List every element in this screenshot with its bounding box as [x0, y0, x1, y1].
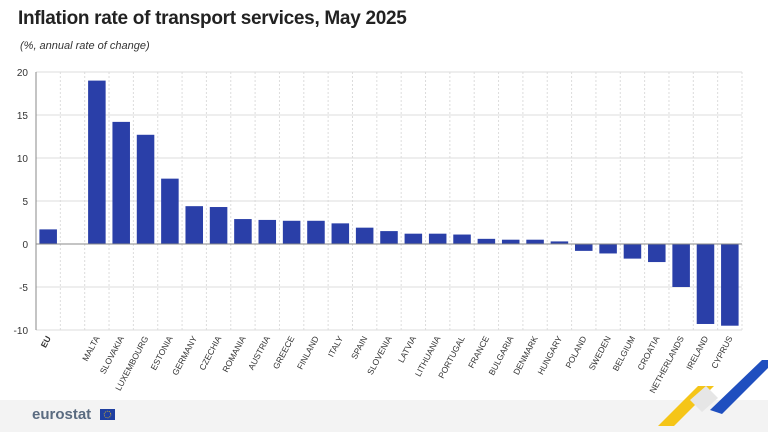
y-tick-label: 20 [17, 68, 29, 79]
y-tick-label: 10 [17, 154, 29, 165]
bar-poland [574, 244, 593, 251]
x-tick-label: EU [39, 334, 53, 349]
y-tick-label: 5 [22, 197, 28, 208]
eurostat-logo: eurostat [32, 406, 92, 423]
grey-stripe [690, 386, 718, 412]
x-tick-label: CZECHIA [197, 334, 223, 372]
x-tick-label: ITALY [326, 334, 345, 359]
bar-latvia [404, 233, 423, 244]
x-tick-label: SLOVENIA [365, 334, 394, 377]
eu-flag-icon [100, 409, 115, 420]
bar-cyprus [721, 244, 739, 326]
bar-czechia [209, 207, 228, 244]
x-tick-label: MALTA [80, 334, 102, 363]
y-tick-label: 0 [22, 240, 28, 251]
bar-slovakia [112, 121, 130, 244]
bar-bulgaria [501, 239, 520, 244]
y-tick-label: -10 [14, 326, 29, 337]
bar-estonia [161, 178, 179, 244]
x-tick-label: GREECE [271, 334, 297, 371]
x-tick-label: GERMANY [170, 334, 199, 377]
bar-denmark [526, 239, 544, 244]
bar-greece [282, 220, 301, 244]
bar-malta [88, 80, 106, 244]
bar-slovenia [380, 231, 398, 244]
decorative-corner-graphic [658, 360, 768, 426]
bar-lithuania [428, 233, 447, 244]
x-tick-label: SWEDEN [587, 334, 613, 372]
x-tick-label: BELGIUM [610, 334, 637, 372]
bar-spain [355, 227, 374, 244]
bar-hungary [550, 241, 569, 244]
x-tick-label: FINLAND [295, 334, 321, 371]
bar-finland [307, 220, 325, 244]
y-tick-label: -5 [19, 283, 28, 294]
x-tick-label: HUNGARY [535, 334, 564, 376]
x-tick-label: SPAIN [349, 334, 370, 361]
footer-bar [0, 400, 768, 432]
bar-sweden [599, 244, 617, 254]
y-tick-label: 15 [17, 111, 29, 122]
chart-subtitle: (%, annual rate of change) [20, 40, 150, 52]
bar-ireland [696, 244, 715, 324]
bar-netherlands [672, 244, 690, 287]
bar-romania [234, 219, 252, 244]
bar-austria [258, 219, 277, 244]
x-tick-label: FRANCE [466, 334, 491, 370]
bar-luxembourg [136, 134, 155, 244]
bar-italy [331, 223, 350, 244]
blue-stripe [710, 360, 768, 414]
bar-eu [39, 229, 57, 244]
bar-france [477, 238, 496, 244]
x-tick-label: LATVIA [396, 334, 418, 364]
bar-belgium [623, 244, 642, 259]
bar-portugal [453, 234, 471, 244]
x-tick-label: POLAND [563, 334, 588, 370]
x-tick-label: AUSTRIA [246, 334, 272, 372]
chart-title: Inflation rate of transport services, Ma… [18, 8, 407, 29]
bar-germany [185, 206, 204, 244]
bar-croatia [648, 244, 666, 263]
x-tick-label: ROMANIA [220, 334, 248, 374]
x-tick-label: ESTONIA [148, 334, 174, 372]
